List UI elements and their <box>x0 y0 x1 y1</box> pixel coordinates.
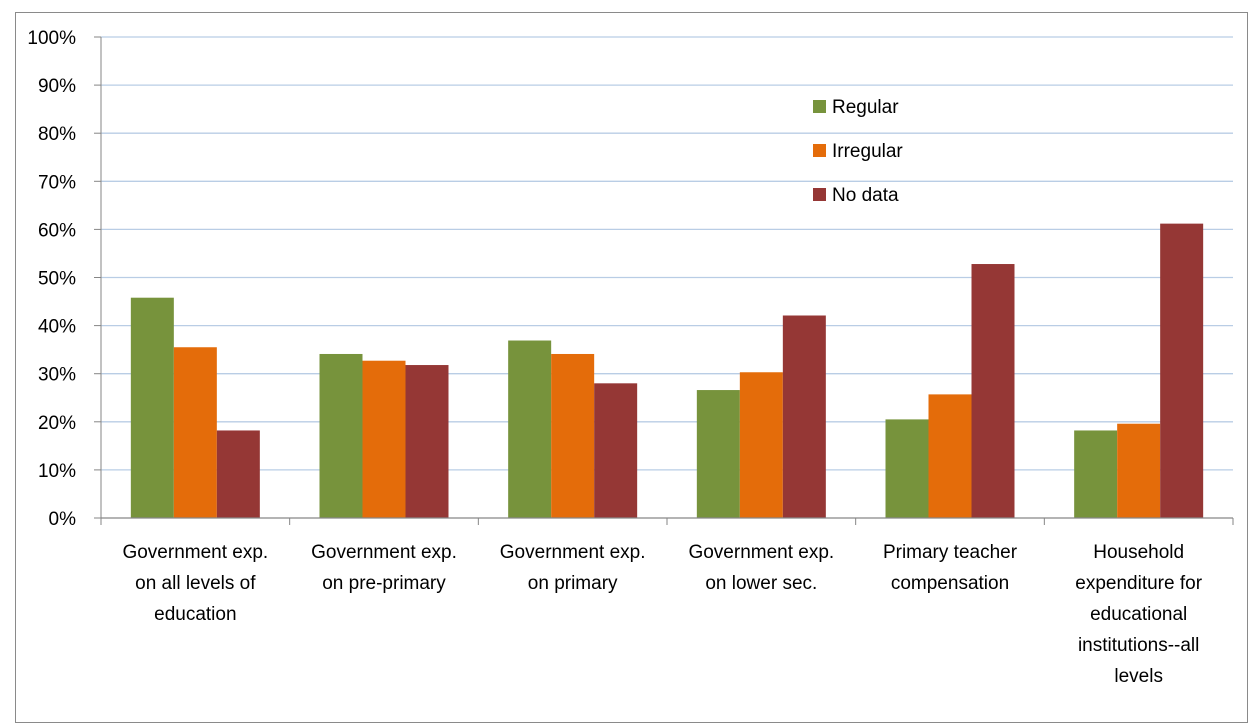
bar-irregular <box>739 372 783 518</box>
bar-irregular <box>928 394 972 518</box>
bar-regular <box>1074 430 1118 518</box>
bar-no-data <box>971 264 1015 518</box>
bar-regular <box>130 297 174 518</box>
bars <box>130 223 1204 519</box>
x-category-label-line: on lower sec. <box>705 573 817 594</box>
y-tick-label: 50% <box>38 269 76 290</box>
bar-no-data <box>782 315 826 518</box>
legend-item: No data <box>813 185 899 206</box>
x-category-label: Primary teacher compensation <box>883 542 1018 594</box>
x-category-label: Government exp. on lower sec. <box>688 542 834 594</box>
x-category-label-line: Government exp. <box>122 542 268 563</box>
y-tick-label: 30% <box>38 365 76 386</box>
y-tick-label: 90% <box>38 76 76 97</box>
legend-label: Regular <box>832 97 899 118</box>
bar-regular <box>319 353 363 518</box>
bar-irregular <box>362 360 406 518</box>
x-category-label: Government exp. on pre-primary <box>311 542 457 594</box>
x-category-label-line: expenditure for <box>1075 573 1202 594</box>
x-category-label-line: on pre-primary <box>322 573 446 594</box>
legend-label: Irregular <box>832 141 903 162</box>
bar-regular <box>508 340 552 518</box>
y-tick-label: 20% <box>38 413 76 434</box>
gridlines <box>94 36 1233 519</box>
y-tick-label: 70% <box>38 172 76 193</box>
y-tick-label: 40% <box>38 317 76 338</box>
bar-no-data <box>216 430 260 518</box>
legend-swatch <box>813 144 826 157</box>
legend: Regular Irregular No data <box>813 97 903 206</box>
bar-irregular <box>173 347 217 518</box>
x-category-label-line: education <box>154 604 236 625</box>
x-category-label-line: levels <box>1114 666 1163 687</box>
y-tick-label: 100% <box>27 28 76 49</box>
legend-label: No data <box>832 185 899 206</box>
x-category-label-line: compensation <box>891 573 1009 594</box>
legend-item: Irregular <box>813 141 903 162</box>
y-axis-tick-labels: 0% 10% 20% 30% 40% 50% 60% 70% 80% 90% 100% <box>27 28 76 530</box>
bar-no-data <box>1160 223 1204 519</box>
x-axis-category-labels: Government exp. on all levels of education… <box>122 542 1202 687</box>
x-category-label-line: educational <box>1090 604 1187 625</box>
y-tick-label: 60% <box>38 220 76 241</box>
chart-frame <box>15 12 1248 723</box>
legend-swatch <box>813 100 826 113</box>
bar-no-data <box>594 383 638 518</box>
x-category-label: Government exp. on primary <box>500 542 646 594</box>
x-category-label: Household expenditure for educational insti… <box>1075 542 1202 687</box>
bar-regular <box>696 390 740 518</box>
y-tick-label: 80% <box>38 124 76 145</box>
x-category-label-line: Household <box>1093 542 1184 563</box>
y-tick-label: 0% <box>49 509 77 530</box>
legend-item: Regular <box>813 97 899 118</box>
bar-irregular <box>551 353 595 518</box>
bar-regular <box>885 419 929 518</box>
legend-swatch <box>813 188 826 201</box>
x-category-label-line: institutions--all <box>1078 635 1199 656</box>
bar-no-data <box>405 365 449 518</box>
x-category-label: Government exp. on all levels of education <box>122 542 268 625</box>
x-category-label-line: Primary teacher <box>883 542 1018 563</box>
x-category-label-line: Government exp. <box>500 542 646 563</box>
x-category-label-line: on all levels of <box>135 573 256 594</box>
x-category-label-line: Government exp. <box>688 542 834 563</box>
x-category-label-line: Government exp. <box>311 542 457 563</box>
bar-irregular <box>1117 423 1161 518</box>
x-axis <box>100 37 1234 525</box>
y-tick-label: 10% <box>38 461 76 482</box>
x-category-label-line: on primary <box>528 573 618 594</box>
